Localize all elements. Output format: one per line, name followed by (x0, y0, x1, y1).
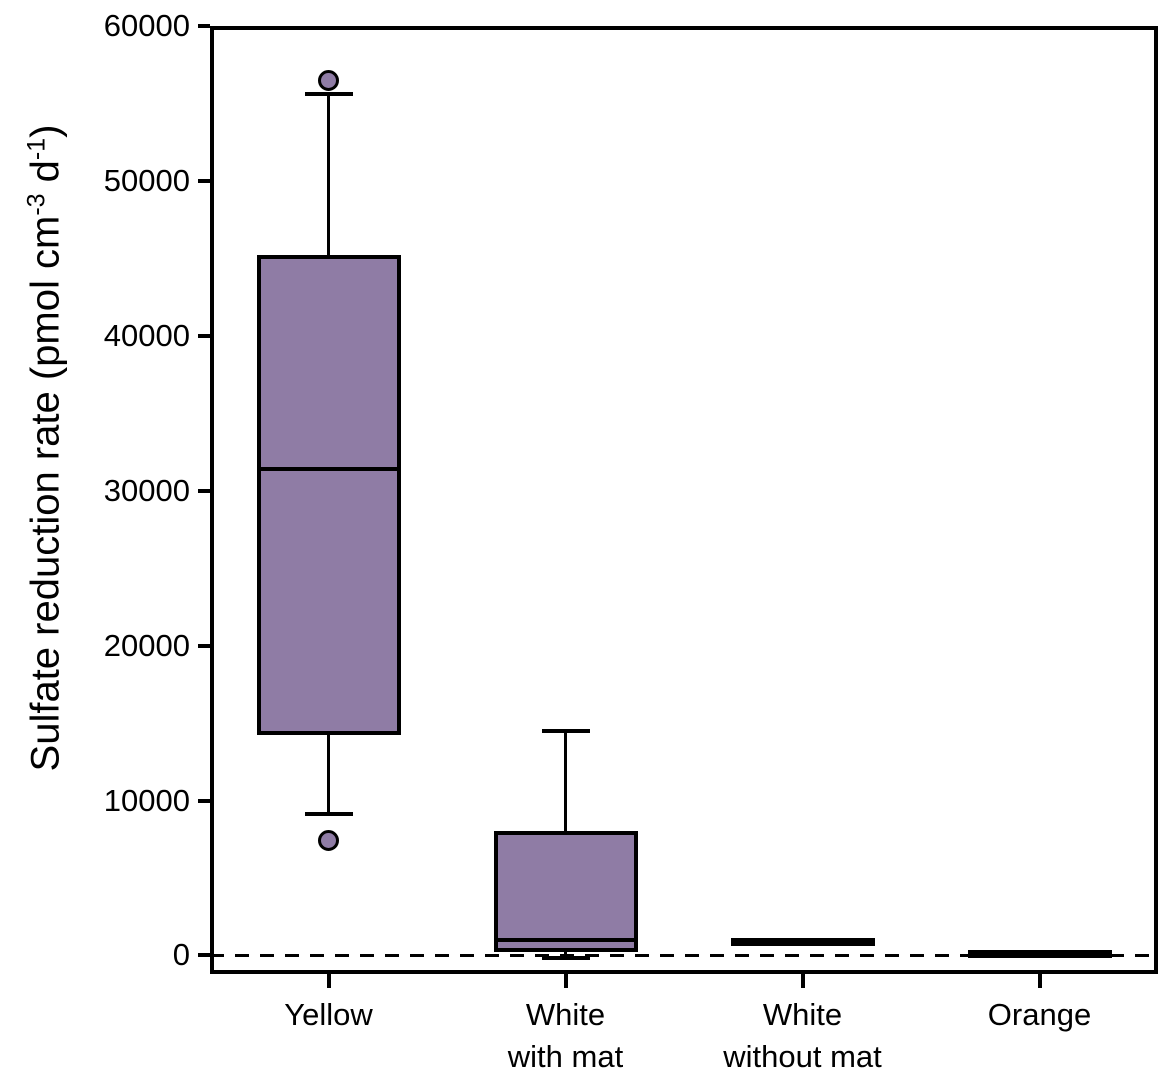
y-tick-mark (198, 333, 210, 338)
box-yellow (256, 255, 401, 736)
whisker-line (327, 735, 330, 815)
outlier-point (318, 830, 339, 852)
y-tick-mark (198, 488, 210, 493)
y-tick-mark (198, 24, 210, 28)
y-axis-title-text: ) (23, 124, 68, 138)
median-line (260, 467, 397, 471)
whisker-line (564, 730, 567, 832)
whisker-cap (304, 812, 353, 817)
box-white-without-mat (730, 938, 875, 947)
y-axis-title: Sulfate reduction rate (pmol cm-3 d-1) (13, 125, 68, 772)
plot-area (198, 24, 1158, 988)
outlier-point (318, 69, 339, 91)
x-category-label: without mat (723, 1039, 882, 1074)
zero-dashed-line (210, 953, 1158, 957)
y-tick-label: 0 (172, 937, 190, 973)
x-category-label: White (525, 997, 606, 1032)
whisker-cap (541, 728, 590, 733)
y-tick-mark (198, 178, 210, 183)
whisker-cap (541, 955, 590, 960)
x-category-label: Orange (987, 997, 1092, 1032)
whisker-cap (304, 92, 353, 97)
y-tick-label: 30000 (103, 472, 190, 508)
x-category-label: with mat (507, 1039, 624, 1074)
y-tick-label: 60000 (103, 8, 190, 43)
y-tick-label: 50000 (103, 162, 190, 198)
y-tick-label: 20000 (103, 627, 190, 663)
median-line (972, 952, 1108, 956)
y-tick-mark (198, 798, 210, 803)
box-white-with-mat (493, 831, 638, 952)
box-orange (967, 949, 1112, 958)
median-line (497, 937, 634, 942)
whisker-line (327, 94, 330, 256)
y-tick-label: 40000 (103, 317, 190, 353)
x-category-label: Yellow (284, 997, 373, 1032)
whisker-line (564, 951, 567, 958)
median-line (735, 940, 871, 944)
x-tick-mark (1037, 974, 1042, 988)
x-tick-mark (563, 974, 568, 988)
x-category-label: White (762, 997, 843, 1032)
y-tick-label: 10000 (103, 782, 190, 818)
y-axis-title-superscript: -1 (22, 137, 51, 161)
x-tick-mark (326, 974, 331, 988)
y-tick-mark (198, 643, 210, 648)
x-tick-mark (800, 974, 805, 988)
y-tick-mark (198, 953, 210, 958)
